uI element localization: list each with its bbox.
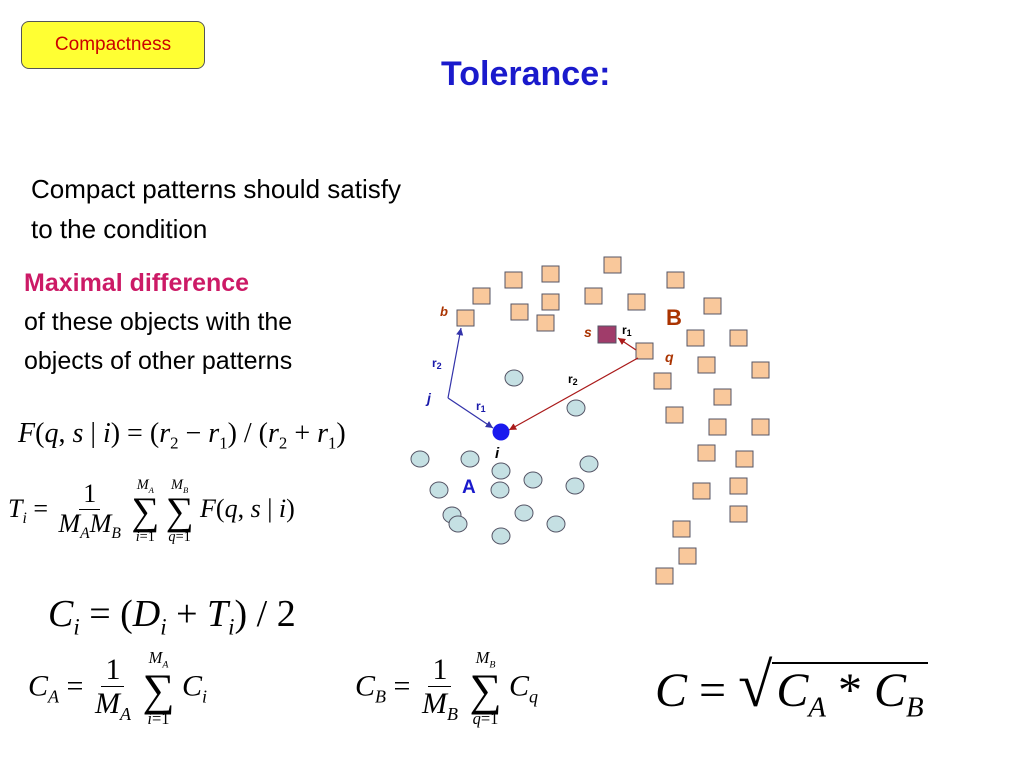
square-object	[686, 329, 705, 347]
arrow-j-to-b	[447, 327, 464, 399]
square-object	[653, 372, 672, 390]
circle-object	[448, 515, 468, 533]
circle-object	[491, 527, 511, 545]
circle-object	[514, 504, 534, 522]
circle-object	[460, 450, 480, 468]
square-object	[751, 361, 770, 379]
square-object	[697, 444, 716, 462]
arrow-q-to-i	[508, 357, 639, 431]
square-object	[697, 356, 716, 374]
label-j: j	[425, 390, 432, 406]
label-r2-left-r: r	[432, 356, 437, 370]
square-object	[472, 287, 491, 305]
circle-object	[565, 477, 585, 495]
square-object-b	[456, 309, 475, 327]
label-r1-left-sub: 1	[481, 404, 486, 414]
square-object	[584, 287, 603, 305]
compactness-badge: Compactness	[21, 21, 205, 69]
intro-line-2: to the condition	[31, 214, 208, 244]
square-object	[504, 271, 523, 289]
label-r1-right-r: r	[622, 323, 627, 337]
square-object	[665, 406, 684, 424]
pattern-diagram: b j i A B s q r2 r1 r2 r1	[410, 256, 770, 585]
circle-object	[429, 481, 449, 499]
label-A: A	[462, 477, 476, 498]
square-s	[597, 325, 617, 344]
circle-object	[490, 481, 510, 499]
maximal-difference-text: Maximal difference of these objects with…	[24, 264, 292, 381]
label-r2-right: r2	[568, 372, 578, 387]
arrow-q-to-s	[617, 337, 637, 351]
label-r1-right-sub: 1	[627, 328, 632, 338]
square-object	[603, 256, 622, 274]
formula-ca: CA = 1 MA MA ∑ i=1 Ci	[28, 648, 208, 728]
circle-object	[579, 455, 599, 473]
maximal-difference-line-2: objects of other patterns	[24, 347, 293, 375]
square-object	[729, 329, 748, 347]
label-r2-right-r: r	[568, 372, 573, 386]
circle-object	[566, 399, 586, 417]
point-i	[492, 423, 510, 441]
square-object	[655, 567, 674, 585]
square-object	[735, 450, 754, 468]
square-object	[678, 547, 697, 565]
square-object	[692, 482, 711, 500]
square-object	[729, 477, 748, 495]
label-r1-right: r1	[622, 323, 632, 338]
square-object-q	[635, 342, 654, 360]
square-object	[713, 388, 732, 406]
maximal-difference-heading: Maximal difference	[24, 269, 250, 297]
label-r1-left: r1	[476, 399, 486, 414]
formula-c-total: C = √CA * CB	[655, 650, 928, 725]
square-object	[510, 303, 529, 321]
intro-text: Compact patterns should satisfy to the c…	[31, 169, 401, 249]
circle-object	[504, 369, 524, 387]
circle-object	[491, 462, 511, 480]
intro-line-1: Compact patterns should satisfy	[31, 174, 401, 204]
square-object	[666, 271, 685, 289]
circle-object	[410, 450, 430, 468]
label-r2-left-sub: 2	[437, 361, 442, 371]
square-object	[703, 297, 722, 315]
label-i: i	[495, 445, 500, 462]
square-object	[627, 293, 646, 311]
circle-object	[546, 515, 566, 533]
slide-title: Tolerance:	[441, 55, 611, 93]
square-object	[541, 265, 560, 283]
square-object	[541, 293, 560, 311]
label-s: s	[584, 324, 592, 340]
square-object	[708, 418, 727, 436]
circle-object	[523, 471, 543, 489]
square-object	[729, 505, 748, 523]
label-b: b	[440, 304, 448, 319]
label-B: B	[666, 305, 682, 330]
formula-cb: CB = 1 MB MB ∑ q=1 Cq	[355, 648, 539, 728]
label-r2-right-sub: 2	[573, 377, 578, 387]
square-object	[536, 314, 555, 332]
label-q: q	[665, 349, 674, 365]
label-r2-left: r2	[432, 356, 442, 371]
square-object	[672, 520, 691, 538]
label-r1-left-r: r	[476, 399, 481, 413]
formula-ci: Ci = (Di + Ti) / 2	[48, 593, 296, 640]
formula-t: Ti = 1 MAMB MA ∑ i=1 MB ∑ q=1 F(q, s | i)	[8, 477, 295, 545]
square-object	[751, 418, 770, 436]
maximal-difference-line-1: of these objects with the	[24, 308, 293, 336]
arrow-j-to-i	[447, 397, 494, 429]
formula-f: F(q, s | i) = (r2 − r1) / (r2 + r1)	[18, 418, 346, 453]
